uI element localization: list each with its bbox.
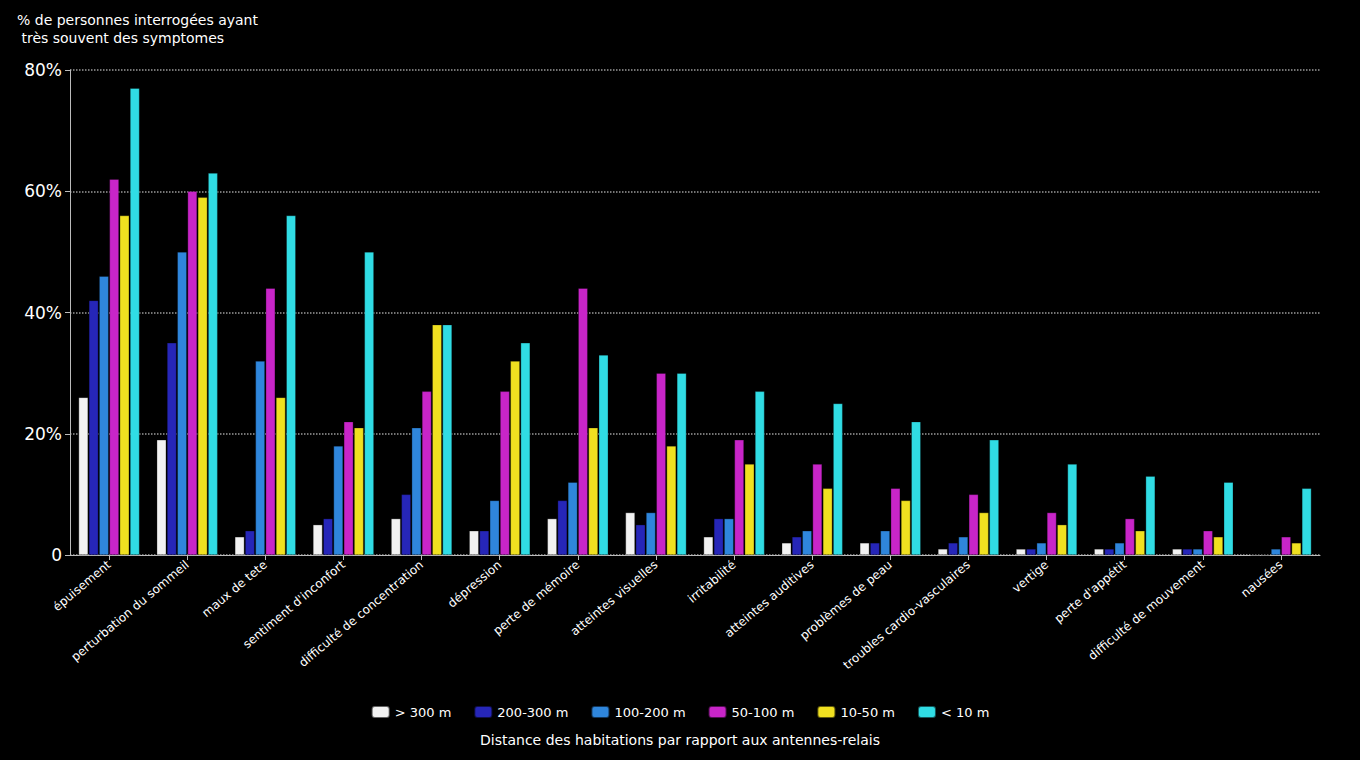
svg-text:Distance des habitations par r: Distance des habitations par rapport aux… [480, 732, 880, 748]
svg-text:atteintes visuelles: atteintes visuelles [568, 558, 661, 639]
svg-text:60%: 60% [24, 181, 62, 201]
svg-text:atteintes auditives: atteintes auditives [722, 557, 817, 641]
svg-text:100-200 m: 100-200 m [614, 705, 685, 720]
svg-text:perte d'appétit: perte d'appétit [1052, 557, 1130, 625]
svg-text:troubles cardio-vasculaires: troubles cardio-vasculaires [841, 558, 973, 672]
svg-text:perte de mémoire: perte de mémoire [490, 558, 582, 638]
svg-text:> 300 m: > 300 m [395, 705, 452, 720]
svg-text:80%: 80% [24, 60, 62, 80]
svg-text:difficulté de concentration: difficulté de concentration [296, 558, 426, 670]
svg-text:difficulté de mouvement: difficulté de mouvement [1085, 557, 1207, 663]
svg-text:40%: 40% [24, 303, 62, 323]
svg-text:% de personnes interrogées aya: % de personnes interrogées ayant [17, 12, 258, 28]
svg-text:200-300 m: 200-300 m [497, 705, 568, 720]
svg-text:dépression: dépression [445, 558, 504, 611]
svg-text:irritabilité: irritabilité [685, 558, 738, 606]
svg-text:< 10 m: < 10 m [941, 705, 989, 720]
svg-text:20%: 20% [24, 424, 62, 444]
svg-text:10-50 m: 10-50 m [840, 705, 895, 720]
svg-text:sentiment d'inconfort: sentiment d'inconfort [240, 557, 348, 652]
svg-text:50-100 m: 50-100 m [732, 705, 795, 720]
svg-text:maux de tete: maux de tete [199, 558, 270, 621]
svg-text:nausées: nausées [1238, 558, 1285, 601]
svg-text:vertige: vertige [1010, 558, 1052, 596]
svg-text:0: 0 [51, 545, 62, 565]
svg-text:perturbation du sommeil: perturbation du sommeil [69, 558, 192, 665]
svg-text:très souvent des symptomes: très souvent des symptomes [17, 30, 224, 46]
svg-text:problèmes de peau: problèmes de peau [797, 557, 895, 643]
svg-text:épuisement: épuisement [50, 557, 114, 614]
